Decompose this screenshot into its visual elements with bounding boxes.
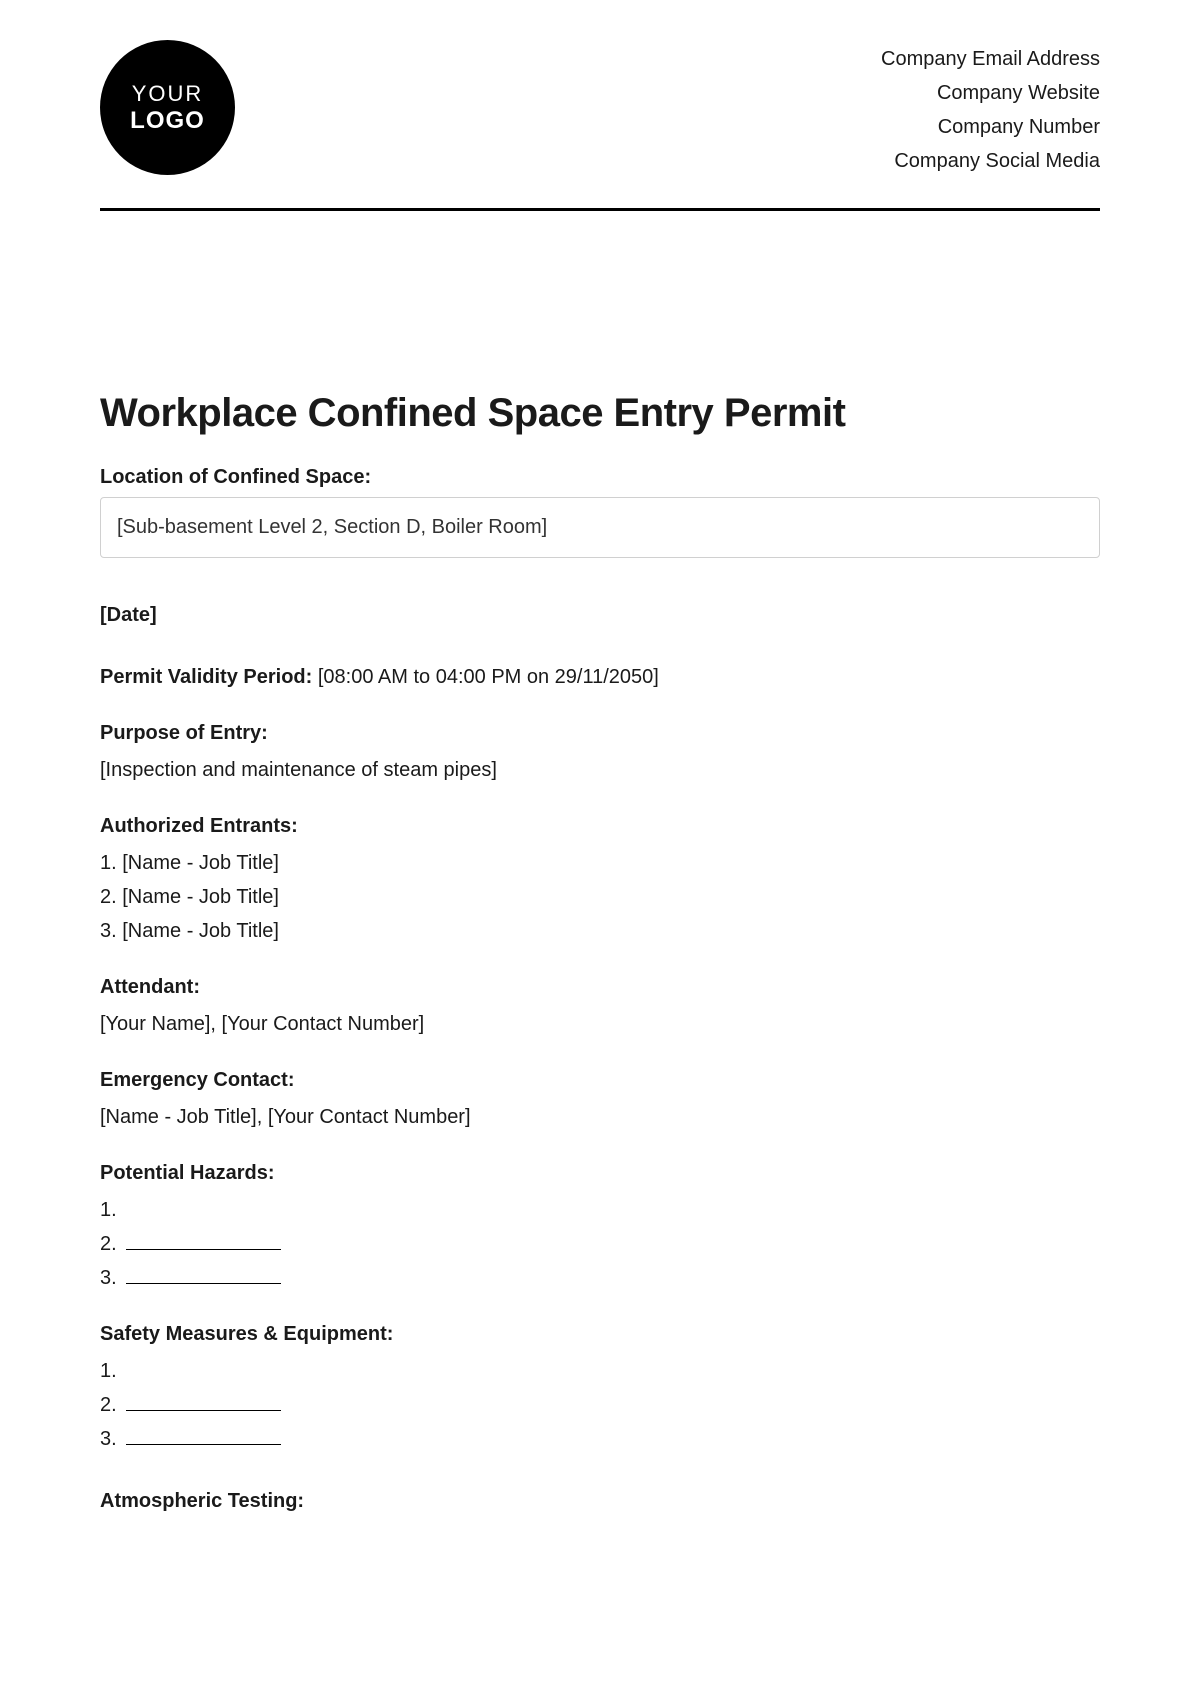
attendant-label: Attendant: [100, 976, 1100, 999]
safety-label: Safety Measures & Equipment: [100, 1323, 1100, 1346]
logo-placeholder: YOUR LOGO [100, 40, 235, 175]
entrants-list: 1. [Name - Job Title] 2. [Name - Job Tit… [100, 846, 1100, 948]
logo-text-bottom: LOGO [130, 107, 205, 135]
date-placeholder: [Date] [100, 598, 1100, 632]
purpose-value: [Inspection and maintenance of steam pip… [100, 753, 1100, 787]
validity-value: [08:00 AM to 04:00 PM on 29/11/2050] [318, 666, 659, 688]
list-item: 1. [100, 1193, 1100, 1227]
company-info-block: Company Email Address Company Website Co… [881, 40, 1100, 178]
company-email-line: Company Email Address [881, 42, 1100, 76]
attendant-value: [Your Name], [Your Contact Number] [100, 1007, 1100, 1041]
list-item: 2. [100, 1227, 1100, 1261]
validity-label: Permit Validity Period: [100, 666, 312, 688]
validity-line: Permit Validity Period: [08:00 AM to 04:… [100, 660, 1100, 694]
entrants-label: Authorized Entrants: [100, 815, 1100, 838]
entrant-3: [Name - Job Title] [122, 920, 279, 942]
location-input[interactable]: [Sub-basement Level 2, Section D, Boiler… [100, 497, 1100, 558]
spacer [100, 558, 1100, 598]
list-item: 1. [100, 1354, 1100, 1388]
list-item: 3. [100, 1422, 1100, 1456]
blank-underline[interactable] [126, 1249, 281, 1250]
list-item: 2. [Name - Job Title] [100, 880, 1100, 914]
company-number-line: Company Number [881, 110, 1100, 144]
company-website-line: Company Website [881, 76, 1100, 110]
blank-underline[interactable] [126, 1444, 281, 1445]
entrant-2: [Name - Job Title] [122, 886, 279, 908]
logo-text-top: YOUR [132, 81, 204, 107]
list-item: 2. [100, 1388, 1100, 1422]
list-item: 1. [Name - Job Title] [100, 846, 1100, 880]
emergency-label: Emergency Contact: [100, 1069, 1100, 1092]
atmospheric-label: Atmospheric Testing: [100, 1490, 1100, 1513]
blank-underline[interactable] [126, 1410, 281, 1411]
location-label: Location of Confined Space: [100, 466, 1100, 489]
list-item: 3. [Name - Job Title] [100, 914, 1100, 948]
company-social-line: Company Social Media [881, 144, 1100, 178]
hazards-label: Potential Hazards: [100, 1162, 1100, 1185]
emergency-value: [Name - Job Title], [Your Contact Number… [100, 1100, 1100, 1134]
hazards-list: 1. 2. 3. [100, 1193, 1100, 1295]
safety-list: 1. 2. 3. [100, 1354, 1100, 1456]
document-header: YOUR LOGO Company Email Address Company … [100, 40, 1100, 211]
document-title: Workplace Confined Space Entry Permit [100, 391, 1100, 436]
list-item: 3. [100, 1261, 1100, 1295]
purpose-label: Purpose of Entry: [100, 722, 1100, 745]
blank-underline[interactable] [126, 1283, 281, 1284]
entrant-1: [Name - Job Title] [122, 852, 279, 874]
page: YOUR LOGO Company Email Address Company … [0, 0, 1200, 1700]
